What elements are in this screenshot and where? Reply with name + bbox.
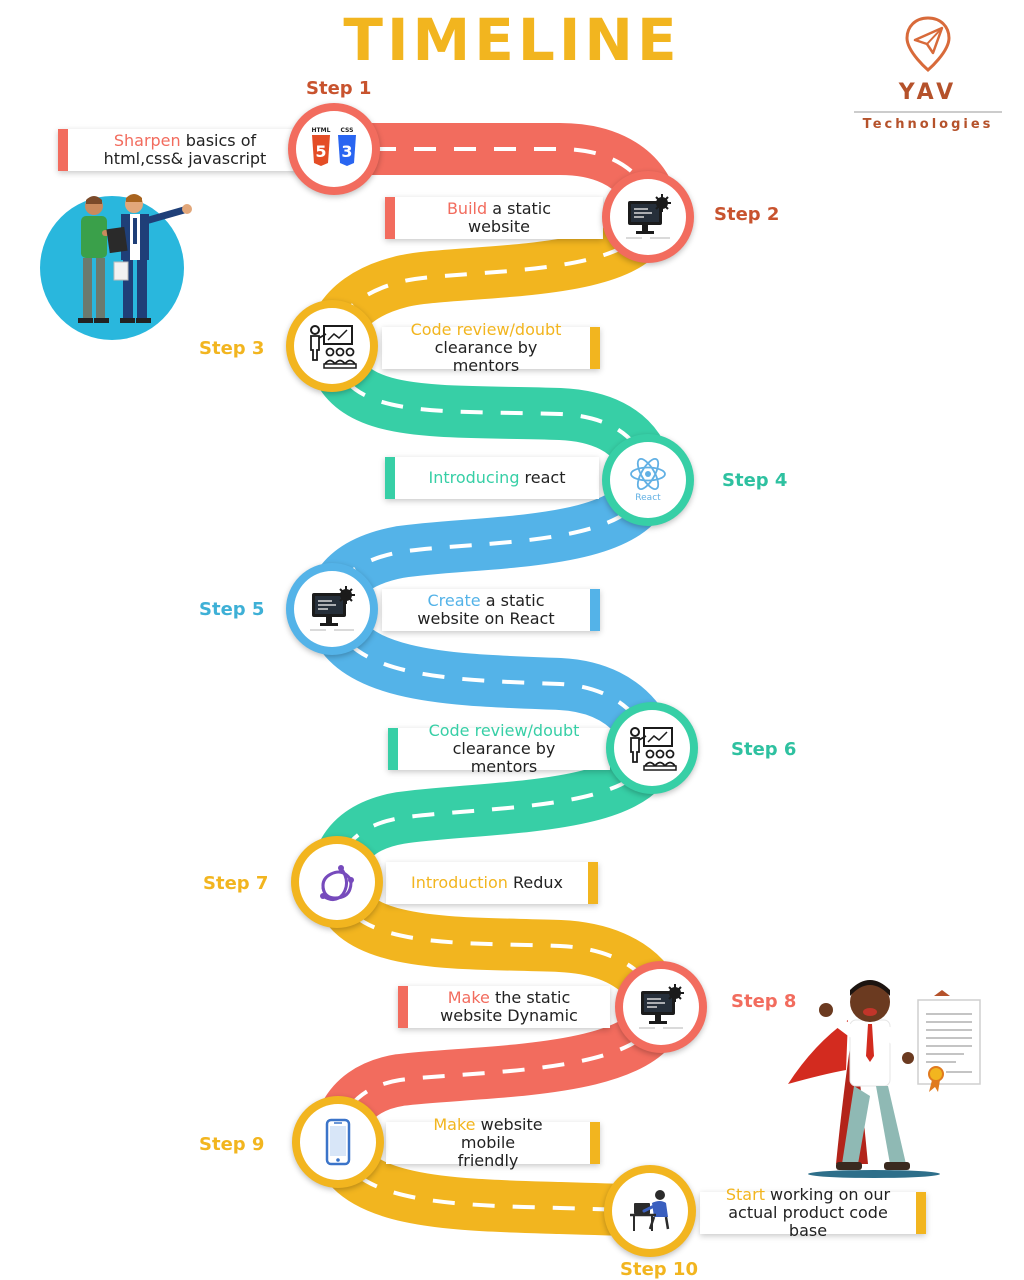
- step-8-text: the static: [489, 988, 571, 1007]
- step-10-label: Step 10: [620, 1259, 698, 1280]
- step-8-label: Step 8: [731, 991, 797, 1012]
- css-number: 3: [341, 142, 352, 161]
- step-1-text: basics of: [180, 131, 257, 150]
- step-9-highlight: Make: [433, 1115, 476, 1134]
- step-2-card: Build a static website: [385, 197, 603, 239]
- step-4-node: React: [602, 434, 694, 526]
- road-segment-2-dashes: [330, 216, 650, 347]
- step-3-label: Step 3: [199, 338, 265, 359]
- step-5-highlight: Create: [427, 591, 481, 610]
- road-segment-5-dashes: [330, 608, 654, 749]
- road-segment-1-dashes: [334, 147, 655, 219]
- step-8-text-line2: website Dynamic: [440, 1006, 578, 1025]
- step-4-card: Introducing react: [385, 457, 599, 499]
- smartphone-icon: [325, 1118, 351, 1166]
- step-10-text-line2: actual product code base: [728, 1203, 888, 1240]
- monitor-code-icon: [310, 586, 355, 631]
- road-segment-4-dashes: [329, 479, 650, 610]
- step-7-card: Introduction Redux: [386, 862, 598, 904]
- step-8-card: Make the static website Dynamic: [398, 986, 610, 1028]
- step-3-highlight: Code review/doubt: [410, 320, 562, 339]
- step-4-highlight: Introducing: [428, 468, 520, 487]
- step-5-node: [286, 563, 378, 655]
- step-5-card: Create a static website on React: [382, 589, 600, 631]
- step-4-text: react: [519, 468, 566, 487]
- step-8-node: [615, 961, 707, 1053]
- page-title: TIMELINE: [343, 6, 681, 74]
- developer-desk-icon: [630, 1190, 670, 1231]
- step-6-text-line2: clearance by mentors: [452, 739, 556, 776]
- step-6-node: [606, 702, 698, 794]
- monitor-code-icon: [639, 984, 684, 1029]
- step-6-card: Code review/doubt clearance by mentors: [388, 722, 610, 776]
- road-segment-6-dashes: [334, 747, 654, 883]
- mentor-presentation-icon: [630, 727, 677, 771]
- step-9-text-line2: friendly: [457, 1151, 519, 1170]
- redux-icon: [320, 865, 354, 901]
- step-1-node: HTML 5 CSS 3: [288, 103, 380, 195]
- logo-subtitle: Technologies: [862, 117, 994, 132]
- step-3-card: Code review/doubt clearance by mentors: [382, 321, 600, 375]
- step-10-card: Start working on our actual product code …: [700, 1186, 926, 1240]
- react-icon: React: [630, 458, 666, 503]
- step-10-highlight: Start: [725, 1185, 765, 1204]
- css-caption: CSS: [341, 127, 354, 134]
- step-6-highlight: Code review/doubt: [428, 721, 580, 740]
- step-7-highlight: Introduction: [411, 873, 508, 892]
- step-10-text: working on our: [764, 1185, 891, 1204]
- step-3-node: [286, 300, 378, 392]
- step-1-card: Sharpen basics of html,css& javascript: [58, 129, 302, 171]
- step-3-text-line2: clearance by mentors: [434, 338, 538, 375]
- step-10-node: [604, 1165, 696, 1257]
- step-1-text-line2: html,css& javascript: [103, 149, 267, 168]
- logo-divider: [854, 111, 1002, 113]
- step-1-highlight: Sharpen: [113, 131, 181, 150]
- step-8-highlight: Make: [447, 988, 490, 1007]
- step-7-node: [291, 836, 383, 928]
- hero-certificate-illustration: [788, 980, 981, 1178]
- logo-name: YAV: [898, 80, 958, 105]
- step-2-label: Step 2: [714, 204, 780, 225]
- business-meeting-illustration: [40, 194, 192, 340]
- step-9-card: Make website mobile friendly: [386, 1116, 600, 1170]
- road-segment-7-dashes: [335, 881, 663, 1008]
- html-css-icon: HTML 5 CSS 3: [312, 127, 356, 166]
- step-5-label: Step 5: [199, 599, 265, 620]
- step-6-label: Step 6: [731, 739, 797, 760]
- step-2-text: a static website: [468, 199, 552, 236]
- html-caption: HTML: [312, 127, 331, 134]
- paper-plane-pin-icon: [898, 14, 958, 74]
- step-9-label: Step 9: [199, 1134, 265, 1155]
- step-2-highlight: Build: [446, 199, 488, 218]
- react-caption: React: [635, 493, 661, 503]
- step-9-node: [292, 1096, 384, 1188]
- monitor-code-icon: [626, 194, 671, 239]
- company-logo: YAV Technologies: [848, 14, 1008, 132]
- mentor-presentation-icon: [310, 325, 357, 369]
- step-7-text: Redux: [507, 873, 563, 892]
- step-5-text: a static: [480, 591, 545, 610]
- step-5-text-line2: website on React: [417, 609, 555, 628]
- html-number: 5: [315, 142, 326, 161]
- step-1-label: Step 1: [306, 78, 372, 99]
- step-9-text: website mobile: [460, 1115, 543, 1152]
- step-2-node: [602, 171, 694, 263]
- step-4-label: Step 4: [722, 470, 788, 491]
- step-7-label: Step 7: [203, 873, 269, 894]
